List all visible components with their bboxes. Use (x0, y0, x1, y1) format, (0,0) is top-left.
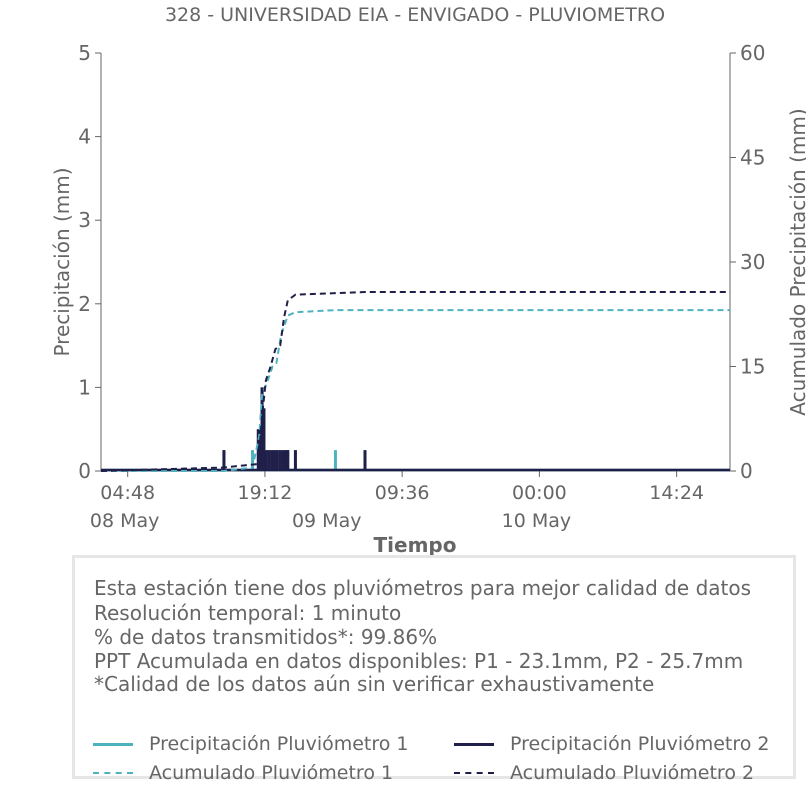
legend-item-precip-p2: Precipitación Pluviómetro 2 (454, 732, 770, 756)
info-line-transmitted: % de datos transmitidos*: 99.86% (94, 625, 438, 649)
x-date-label: 10 May (502, 510, 572, 532)
info-line-quality-note: *Calidad de los datos aún sin verificar … (94, 672, 655, 696)
legend-swatch (454, 742, 494, 746)
y-tick-label: 3 (78, 208, 91, 232)
legend-label: Precipitación Pluviómetro 1 (149, 733, 409, 755)
info-line-stations: Esta estación tiene dos pluviómetros par… (94, 576, 752, 600)
plot-area (100, 291, 730, 472)
accumulated-line (100, 291, 730, 472)
legend-swatch (93, 772, 133, 774)
y-tick-label: 0 (78, 459, 91, 483)
info-box: Esta estación tiene dos pluviómetros par… (72, 555, 796, 784)
x-tick-label: 00:00 (512, 482, 567, 504)
legend-swatch (93, 742, 133, 746)
legend-item-precip-p1: Precipitación Pluviómetro 1 (93, 732, 409, 756)
y2-tick-label: 15 (740, 355, 765, 379)
x-date-label: 08 May (90, 510, 160, 532)
x-axis-label: Tiempo (374, 533, 457, 557)
y-axis-label: Precipitación (mm) (50, 167, 74, 356)
y2-tick-label: 30 (740, 250, 765, 274)
x-tick-label: 04:48 (100, 482, 155, 504)
accumulated-line (101, 309, 730, 472)
legend-label: Acumulado Pluviómetro 2 (510, 762, 755, 784)
y-tick-label: 4 (78, 125, 91, 149)
x-date-label: 09 May (292, 510, 362, 532)
legend-label: Acumulado Pluviómetro 1 (149, 762, 394, 784)
info-line-accumulated: PPT Acumulada en datos disponibles: P1 -… (94, 649, 744, 673)
y-tick-label: 1 (78, 375, 91, 399)
legend-item-accum-p1: Acumulado Pluviómetro 1 (93, 761, 393, 785)
legend-label: Precipitación Pluviómetro 2 (510, 733, 770, 755)
y2-tick-label: 60 (740, 41, 765, 65)
legend-swatch (454, 772, 494, 774)
y-tick-label: 2 (78, 292, 91, 316)
info-line-resolution: Resolución temporal: 1 minuto (94, 601, 402, 625)
y2-tick-label: 45 (740, 146, 765, 170)
y2-axis-label: Acumulado Precipitación (mm) (786, 108, 806, 415)
y2-tick-label: 0 (740, 459, 753, 483)
legend-item-accum-p2: Acumulado Pluviómetro 2 (454, 761, 754, 785)
x-tick-label: 09:36 (375, 482, 430, 504)
chart-title: 328 - UNIVERSIDAD EIA - ENVIGADO - PLUVI… (165, 4, 665, 26)
x-tick-label: 19:12 (238, 482, 293, 504)
x-tick-label: 14:24 (649, 482, 704, 504)
y-tick-label: 5 (78, 41, 91, 65)
